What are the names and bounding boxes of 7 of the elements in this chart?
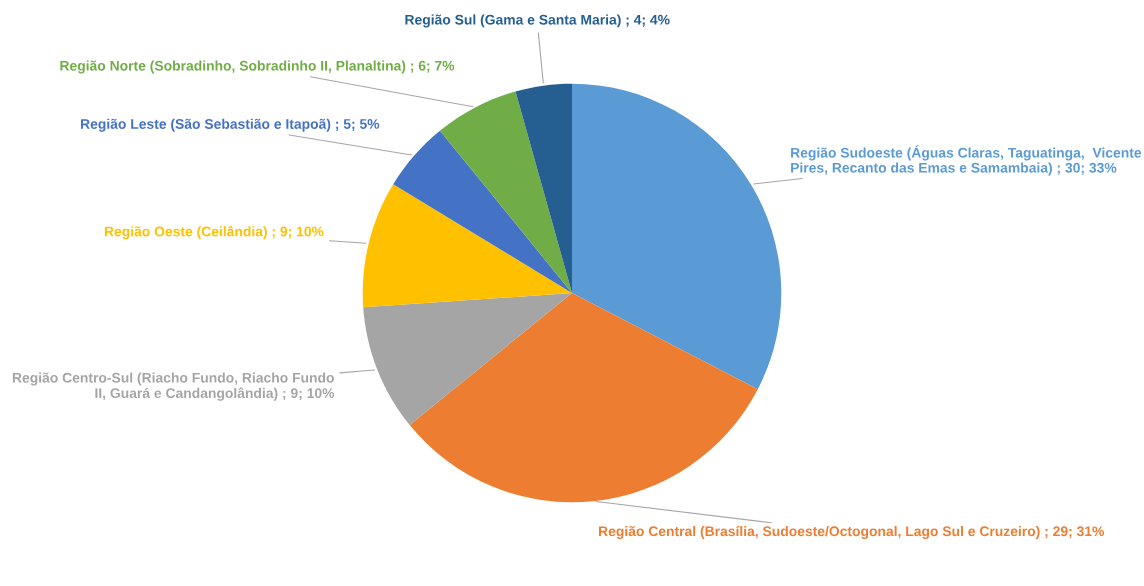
slice-label: Região Central (Brasília, Sudoeste/Octogonal, Lago Sul e Cruzeiro) ; 29; 31% (599, 525, 1105, 539)
slice-label: Região Centro-Sul (Riacho Fundo, Riacho Fundo II, Guará e Candangolândia) ; 9; 10% (12, 372, 335, 401)
slice-label: Região Sul (Gama e Santa Maria) ; 4; 4% (405, 14, 670, 28)
slice-label: Região Norte (Sobradinho, Sobradinho II, Planaltina) ; 6; 7% (60, 60, 455, 74)
slice-label: Região Sudoeste (Águas Claras, Taguatinga, Vicente Pires, Recanto das Emas e Samambaia) ; 30; 33% (791, 145, 1142, 176)
slice-label: Região Leste (São Sebastião e Itapoã) ; 5; 5% (81, 118, 380, 132)
slice-label: Região Oeste (Ceilândia) ; 9; 10% (104, 225, 324, 240)
